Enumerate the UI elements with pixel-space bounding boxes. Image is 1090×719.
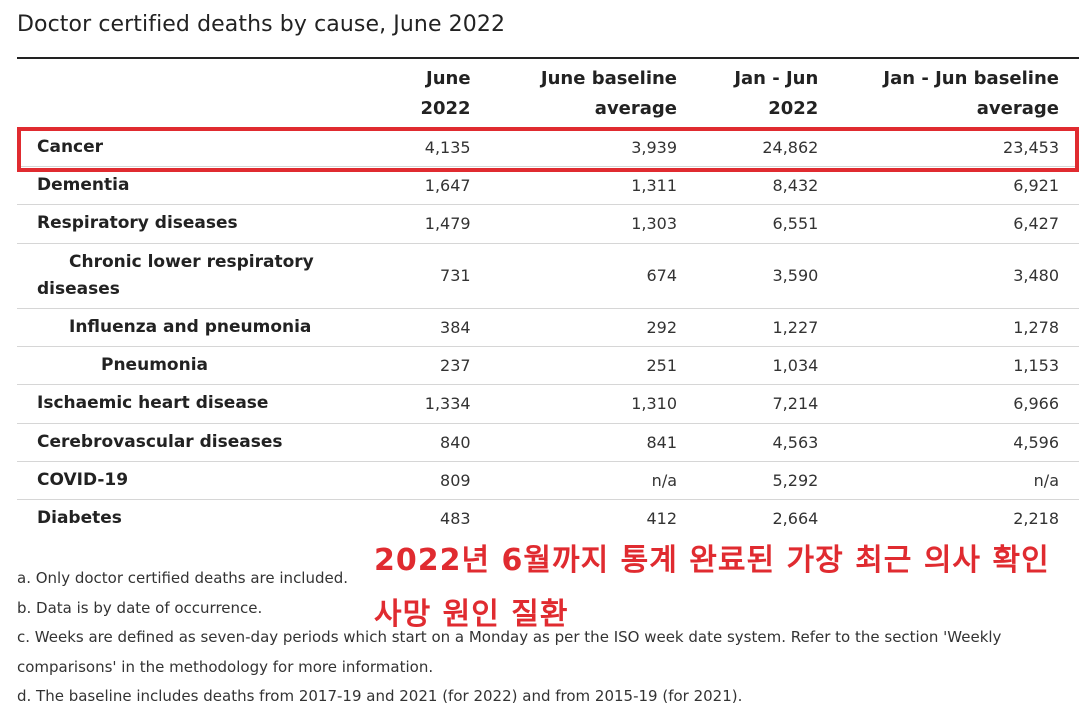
table-title: Doctor certified deaths by cause, June 2… — [17, 12, 506, 37]
cell-june-baseline: 1,310 — [490, 383, 698, 423]
cell-jan-jun-baseline: 1,278 — [838, 307, 1079, 346]
cell-jan-jun-baseline: n/a — [838, 460, 1079, 499]
cell-june-2022: 1,647 — [380, 165, 491, 204]
cell-jan-jun-baseline: 2,218 — [838, 498, 1079, 537]
cell-june-baseline: 3,939 — [490, 127, 698, 166]
cell-june-baseline: 674 — [490, 242, 698, 308]
row-label: COVID-19 — [17, 460, 381, 499]
cell-june-baseline: 1,311 — [490, 165, 698, 204]
korean-annotation: 2022년 6월까지 통계 완료된 가장 최근 의사 확인 사망 원인 질환 — [374, 543, 1050, 632]
cell-june-2022: 384 — [380, 307, 491, 346]
cell-june-baseline: 251 — [490, 345, 698, 384]
cell-jan-jun-2022: 2,664 — [697, 498, 839, 537]
table-row-dementia: Dementia 1,647 1,311 8,432 6,921 — [17, 165, 1079, 204]
cell-june-baseline: 292 — [490, 307, 698, 346]
table-row-diabetes: Diabetes 483 412 2,664 2,218 — [17, 498, 1079, 537]
cell-june-2022: 731 — [380, 242, 491, 308]
cell-jan-jun-2022: 6,551 — [697, 203, 839, 243]
cell-jan-jun-2022: 3,590 — [697, 242, 839, 308]
cell-jan-jun-baseline: 6,921 — [838, 165, 1079, 204]
row-label: Cancer — [17, 127, 381, 166]
footnote-b: b. Data is by date of occurrence. — [17, 598, 263, 617]
header-jan-jun-baseline: Jan - Jun baseline average — [883, 68, 1059, 119]
cell-jan-jun-baseline: 6,966 — [838, 383, 1079, 423]
cell-jan-jun-2022: 24,862 — [697, 127, 839, 166]
cell-june-baseline: 412 — [490, 498, 698, 537]
row-label: Respiratory diseases — [17, 203, 381, 243]
deaths-table: June 2022 June baseline average Jan - Jun 2… — [17, 60, 1079, 537]
cell-jan-jun-2022: 1,034 — [697, 345, 839, 384]
cell-jan-jun-baseline: 6,427 — [838, 203, 1079, 243]
footnote-a: a. Only doctor certified deaths are incl… — [17, 569, 349, 587]
row-label: Cerebrovascular diseases — [17, 422, 381, 461]
row-label: Ischaemic heart disease — [17, 383, 381, 423]
cell-jan-jun-2022: 7,214 — [697, 383, 839, 423]
footnotes: a. Only doctor certified deaths are incl… — [17, 564, 1079, 712]
cell-jan-jun-baseline: 4,596 — [838, 422, 1079, 461]
header-june-2022: June 2022 — [420, 68, 471, 119]
header-cause — [17, 60, 380, 128]
cell-june-2022: 4,135 — [380, 127, 491, 166]
cell-june-2022: 237 — [380, 345, 491, 384]
table-row-pneumonia: Pneumonia 237 251 1,034 1,153 — [17, 345, 1079, 384]
table-row-covid-19: COVID-19 809 n/a 5,292 n/a — [17, 460, 1079, 499]
table-row-respiratory: Respiratory diseases 1,479 1,303 6,551 6… — [17, 203, 1079, 243]
cell-jan-jun-baseline: 1,153 — [838, 345, 1079, 384]
table-row-cancer: Cancer 4,135 3,939 24,862 23,453 — [17, 127, 1079, 166]
cell-jan-jun-2022: 4,563 — [697, 422, 839, 461]
row-label: Pneumonia — [17, 345, 381, 384]
cell-jan-jun-2022: 8,432 — [697, 165, 839, 204]
header-jan-jun-2022: Jan - Jun 2022 — [734, 68, 819, 119]
row-label: Chronic lower respiratory diseases — [17, 242, 381, 308]
header-row: June 2022 June baseline average Jan - Jun 2… — [17, 60, 1079, 128]
cell-june-2022: 483 — [380, 498, 491, 537]
row-label: Dementia — [17, 165, 381, 204]
footnote-c: c. Weeks are defined as seven-day period… — [17, 628, 1002, 676]
cell-june-2022: 1,479 — [380, 203, 491, 243]
table-row-chronic-lower-respiratory: Chronic lower respiratory diseases 731 6… — [17, 242, 1079, 308]
title-rule — [17, 57, 1079, 59]
header-june-baseline: June baseline average — [540, 68, 678, 119]
cell-jan-jun-baseline: 3,480 — [838, 242, 1079, 308]
cell-june-2022: 809 — [380, 460, 491, 499]
cell-june-2022: 1,334 — [380, 383, 491, 423]
cell-june-baseline: n/a — [490, 460, 698, 499]
table-row-influenza-pneumonia: Influenza and pneumonia 384 292 1,227 1,… — [17, 307, 1079, 346]
footnote-d: d. The baseline includes deaths from 201… — [17, 687, 743, 705]
table-row-ischaemic-heart: Ischaemic heart disease 1,334 1,310 7,21… — [17, 383, 1079, 423]
row-label: Diabetes — [17, 498, 381, 537]
cell-jan-jun-baseline: 23,453 — [838, 127, 1079, 166]
cell-june-baseline: 1,303 — [490, 203, 698, 243]
cell-jan-jun-2022: 1,227 — [697, 307, 839, 346]
cell-june-2022: 840 — [380, 422, 491, 461]
table-row-cerebrovascular: Cerebrovascular diseases 840 841 4,563 4… — [17, 422, 1079, 461]
cell-june-baseline: 841 — [490, 422, 698, 461]
cell-jan-jun-2022: 5,292 — [697, 460, 839, 499]
row-label: Influenza and pneumonia — [17, 307, 381, 346]
